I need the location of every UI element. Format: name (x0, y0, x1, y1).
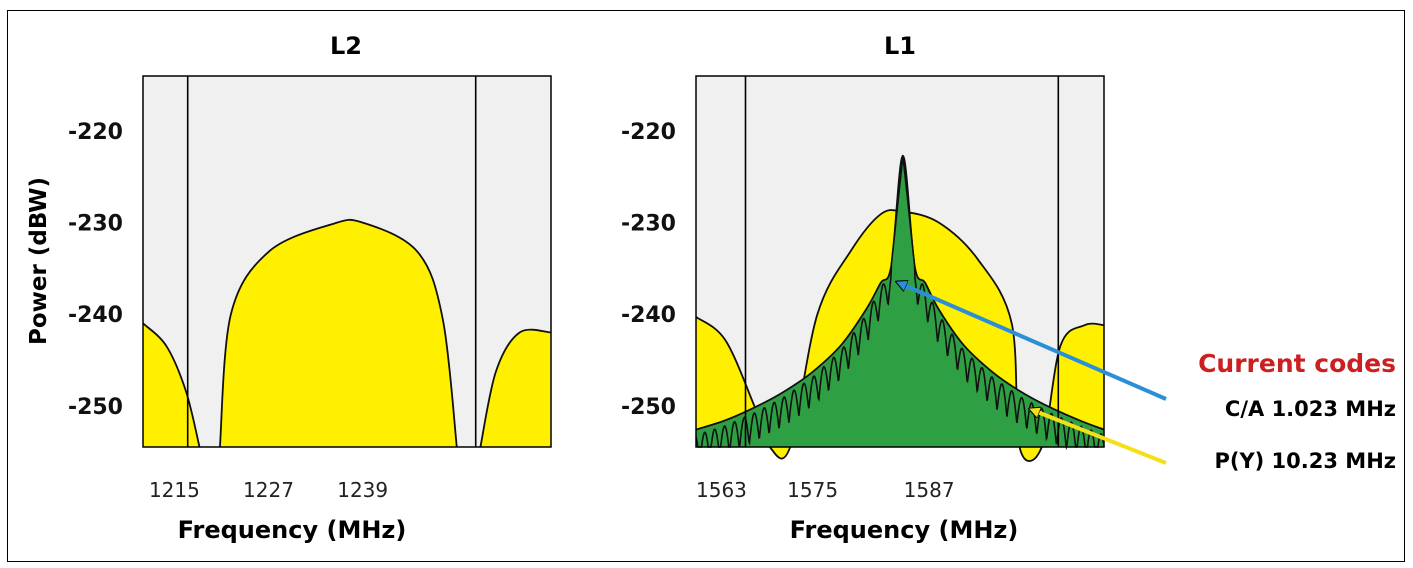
l1-area-outline-1 (695, 154, 1105, 431)
l2-area-1 (219, 219, 457, 447)
l2-area-series (142, 218, 552, 448)
l1-area-series (695, 154, 1105, 462)
l2-area-outline-2 (479, 328, 552, 448)
l1-band-edges (744, 76, 1060, 447)
l1-y-tick-label: -230 (621, 212, 676, 237)
l1-y-tick-label: -250 (621, 395, 676, 420)
l2-x-tick-label: 1227 (243, 478, 294, 502)
l1-y-tick-label: -220 (621, 120, 676, 145)
l2-x-tick-label: 1215 (149, 478, 200, 502)
ca-label: C/A 1.023 MHz (1225, 397, 1396, 421)
l2-band-edges (186, 76, 477, 447)
ca-arrow (897, 282, 1167, 401)
l2-area-0 (143, 323, 200, 447)
annotations: Current codes C/A 1.023 MHz P(Y) 10.23 M… (897, 282, 1396, 473)
py-label: P(Y) 10.23 MHz (1214, 449, 1396, 473)
l1-ca-ripple-line (695, 155, 1105, 451)
l2-title: L2 (330, 32, 362, 60)
l2-area-outline-1 (219, 218, 458, 448)
l2-y-tick-label: -220 (68, 120, 123, 145)
l1-panel: L1 -220 -230 -240 -250 1563 1575 1587 Frequen… (621, 32, 1105, 544)
l1-y-tick-labels: -220 -230 -240 -250 (621, 120, 676, 420)
l2-y-tick-label: -230 (68, 212, 123, 237)
l1-ca-ripple-fill (696, 157, 1104, 447)
l2-x-axis-label: Frequency (MHz) (178, 516, 407, 544)
l2-plot-border (142, 75, 552, 448)
l1-x-tick-label: 1575 (787, 478, 838, 502)
l1-x-tick-label: 1563 (696, 478, 747, 502)
l1-x-tick-label: 1587 (904, 478, 955, 502)
l2-y-tick-label: -250 (68, 395, 123, 420)
l1-title: L1 (884, 32, 916, 60)
l2-area-2 (480, 329, 551, 447)
l2-y-tick-labels: -220 -230 -240 -250 (68, 120, 123, 420)
l1-x-axis-label: Frequency (MHz) (790, 516, 1019, 544)
py-arrow (1030, 409, 1167, 465)
l2-panel: L2 -220 -230 -240 -250 1215 1227 1239 Frequen… (26, 32, 552, 544)
l1-plot-border (695, 75, 1105, 448)
l1-x-tick-labels: 1563 1575 1587 (696, 478, 955, 502)
l2-y-axis-label: Power (dBW) (26, 177, 52, 345)
l2-x-tick-label: 1239 (337, 478, 388, 502)
current-codes-heading: Current codes (1198, 349, 1396, 378)
l2-y-tick-label: -240 (68, 303, 123, 328)
l2-x-tick-labels: 1215 1227 1239 (149, 478, 388, 502)
l2-area-outline-0 (142, 322, 201, 448)
l1-y-tick-label: -240 (621, 303, 676, 328)
